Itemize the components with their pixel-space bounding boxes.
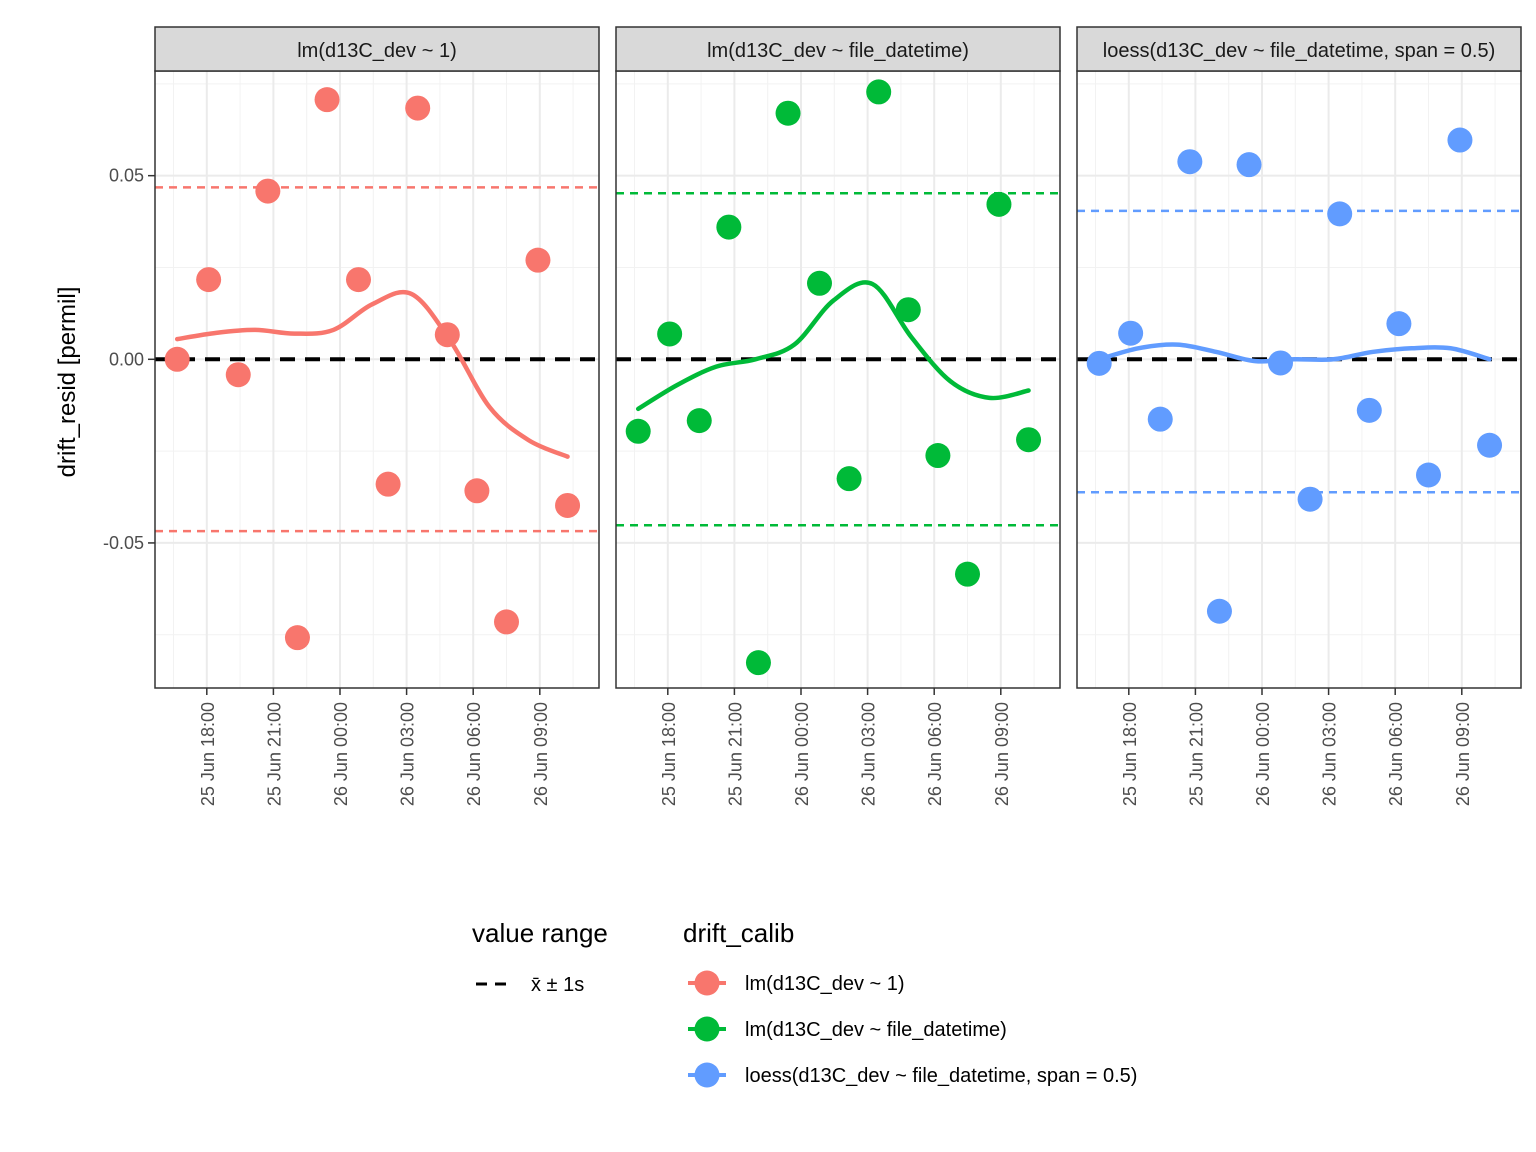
x-tick-label: 26 Jun 06:00: [1386, 702, 1406, 806]
x-tick-label: 25 Jun 21:00: [1186, 702, 1206, 806]
x-tick-label: 26 Jun 03:00: [398, 702, 418, 806]
data-point: [716, 214, 742, 240]
panel-background: [1077, 71, 1521, 688]
legend-items: lm(d13C_dev ~ 1) lm(d13C_dev ~ file_datet…: [688, 970, 1137, 1088]
x-tick-label: 25 Jun 21:00: [264, 702, 284, 806]
data-point: [955, 561, 980, 587]
x-tick-label: 26 Jun 06:00: [464, 702, 484, 806]
data-point: [1177, 149, 1203, 175]
data-point: [1447, 127, 1473, 153]
data-point: [1297, 486, 1323, 512]
x-tick-label: 26 Jun 03:00: [859, 702, 879, 806]
y-tick-label: 0.00: [109, 349, 144, 369]
data-point: [1268, 350, 1293, 376]
data-point: [464, 478, 490, 504]
data-point: [555, 492, 581, 518]
x-tick-label: 25 Jun 18:00: [198, 702, 218, 806]
data-point: [314, 87, 340, 113]
data-point: [255, 178, 281, 204]
facet-strip-label: lm(d13C_dev ~ 1): [297, 40, 457, 62]
data-point: [1016, 427, 1042, 453]
trend-line: [1096, 342, 1492, 364]
panel-marks: [1077, 127, 1521, 624]
data-point: [686, 408, 712, 434]
data-point: [745, 650, 771, 676]
data-point: [346, 267, 371, 293]
x-tick-label: 25 Jun 18:00: [1120, 702, 1140, 806]
x-tick-label: 26 Jun 09:00: [1453, 702, 1473, 806]
facet-strip-label: lm(d13C_dev ~ file_datetime): [707, 40, 969, 62]
trend-line: [635, 280, 1031, 412]
data-point: [866, 79, 892, 105]
data-point: [625, 418, 651, 444]
legend-item: loess(d13C_dev ~ file_datetime, span = 0…: [688, 1062, 1137, 1088]
legend-point-key: [694, 1062, 720, 1088]
x-tick-label: 25 Jun 21:00: [725, 702, 745, 806]
x-tick-label: 26 Jun 09:00: [992, 702, 1012, 806]
trend-line: [174, 289, 570, 459]
y-axis-title: drift_resid [permil]: [54, 287, 81, 478]
data-point: [775, 100, 801, 126]
data-point: [1236, 152, 1262, 178]
panel-marks: [616, 79, 1060, 676]
data-point: [164, 346, 190, 372]
legend-item-label: loess(d13C_dev ~ file_datetime, span = 0…: [745, 1065, 1137, 1087]
data-point: [196, 267, 222, 293]
legend-point-key: [694, 970, 720, 996]
data-point: [1386, 311, 1412, 337]
x-tick-label: 26 Jun 06:00: [925, 702, 945, 806]
legend-title-drift-calib: drift_calib: [683, 918, 794, 948]
facet-strip-label: loess(d13C_dev ~ file_datetime, span = 0…: [1103, 40, 1495, 62]
legend-item: lm(d13C_dev ~ 1): [688, 970, 905, 996]
legend-point-key: [694, 1016, 720, 1042]
data-point: [1477, 432, 1503, 458]
data-point: [1206, 598, 1232, 624]
data-point: [1327, 201, 1353, 227]
legend-label-value-range: x̄ ± 1s: [531, 974, 584, 996]
data-point: [1356, 397, 1382, 423]
data-point: [836, 466, 862, 492]
data-point: [807, 270, 832, 296]
facet-strip: [615, 26, 1061, 72]
data-point: [1118, 320, 1144, 346]
panel-marks: [155, 87, 599, 651]
x-tick-label: 26 Jun 03:00: [1320, 702, 1340, 806]
data-point: [986, 191, 1012, 217]
x-tick-label: 26 Jun 00:00: [1253, 702, 1273, 806]
data-point: [925, 443, 951, 469]
facet-panel: loess(d13C_dev ~ file_datetime, span = 0…: [1076, 26, 1522, 806]
data-point: [375, 471, 401, 497]
data-point: [895, 297, 921, 323]
facet-strip: [1076, 26, 1522, 72]
y-tick-label: -0.05: [103, 533, 144, 553]
legend: value range x̄ ± 1s drift_calib lm(d13C_…: [472, 918, 1137, 1088]
facet-strip: [154, 26, 600, 72]
legend-item: lm(d13C_dev ~ file_datetime): [688, 1016, 1007, 1042]
data-point: [1147, 406, 1173, 432]
facet-panel: lm(d13C_dev ~ file_datetime) 25 Jun 18:00…: [615, 26, 1061, 806]
x-tick-label: 26 Jun 00:00: [792, 702, 812, 806]
y-tick-label: 0.05: [109, 166, 144, 186]
data-point: [1086, 350, 1112, 376]
facet-panels: lm(d13C_dev ~ 1) 25 Jun 18:00 25 Jun 21:00…: [103, 26, 1522, 806]
data-point: [225, 362, 251, 388]
data-point: [434, 322, 460, 348]
legend-title-value-range: value range: [472, 918, 608, 948]
data-point: [525, 247, 551, 273]
x-tick-label: 26 Jun 09:00: [531, 702, 551, 806]
x-tick-label: 26 Jun 00:00: [331, 702, 351, 806]
data-point: [657, 321, 683, 347]
x-tick-label: 25 Jun 18:00: [659, 702, 679, 806]
legend-item-label: lm(d13C_dev ~ 1): [745, 973, 905, 995]
data-point: [1416, 462, 1441, 488]
panel-background: [155, 71, 599, 688]
panel-background: [616, 71, 1060, 688]
data-point: [494, 609, 519, 635]
legend-item-label: lm(d13C_dev ~ file_datetime): [745, 1019, 1007, 1041]
data-point: [405, 95, 431, 121]
facet-panel: lm(d13C_dev ~ 1) 25 Jun 18:00 25 Jun 21:00…: [103, 26, 600, 806]
data-point: [284, 625, 310, 651]
